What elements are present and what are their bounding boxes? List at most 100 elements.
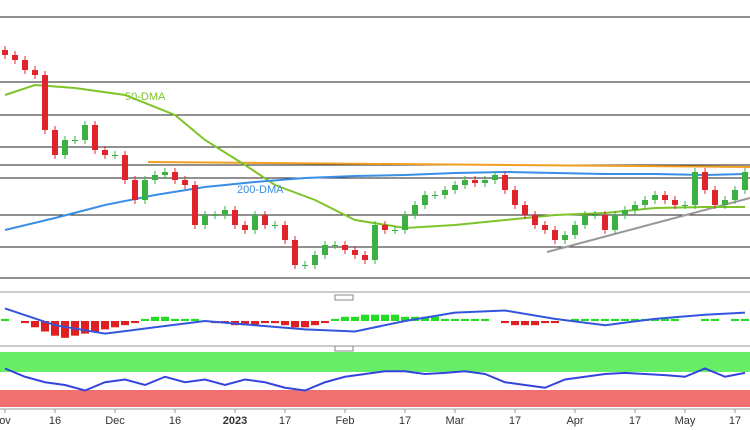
x-tick-label: 2023 (223, 415, 247, 427)
histogram-bar (141, 318, 149, 321)
candle-body (52, 130, 58, 155)
histogram-bar (521, 321, 529, 326)
histogram-bar (501, 321, 509, 324)
candle-body (632, 205, 638, 210)
candle-body (712, 190, 718, 205)
histogram-bar (531, 321, 539, 326)
histogram-bar (361, 314, 369, 321)
histogram-bar (151, 316, 159, 321)
candle-body (82, 125, 88, 140)
x-tick-label: 17 (729, 415, 741, 427)
candle-body (452, 185, 458, 190)
candle-body (402, 215, 408, 230)
histogram-bar (31, 321, 39, 328)
histogram-bar (41, 321, 49, 332)
histogram-bar (281, 321, 289, 326)
histogram-bar (421, 316, 429, 321)
candle-body (612, 215, 618, 230)
histogram-bar (321, 321, 329, 324)
histogram-bar (481, 318, 489, 321)
candle-body (72, 140, 78, 141)
panel-handle[interactable] (334, 294, 354, 301)
candle-body (42, 75, 48, 130)
histogram-bar (741, 318, 749, 321)
histogram-bar (241, 321, 249, 326)
histogram-bar (131, 321, 139, 324)
candle-body (472, 180, 478, 183)
candle-body (742, 172, 748, 190)
histogram-bar (251, 321, 259, 326)
histogram-bar (61, 321, 69, 338)
histogram-bar (1, 318, 9, 321)
histogram-bar (451, 318, 459, 321)
candle-body (102, 150, 108, 155)
candle-body (732, 190, 738, 200)
candle-body (512, 190, 518, 205)
histogram-bar (551, 321, 559, 324)
x-tick-label: Dec (105, 415, 125, 427)
histogram-bar (711, 318, 719, 321)
histogram-bar (331, 318, 339, 321)
candle-body (412, 205, 418, 215)
candle-body (432, 195, 438, 196)
candle-body (132, 180, 138, 200)
histogram-bar (381, 314, 389, 321)
histogram-bar (351, 316, 359, 321)
candle-body (362, 255, 368, 260)
candle-body (722, 200, 728, 205)
candle-body (482, 180, 488, 183)
histogram-bar (431, 316, 439, 321)
candle-body (602, 215, 608, 230)
histogram-bar (511, 321, 519, 326)
candle-body (522, 205, 528, 215)
x-tick-label: 16 (169, 415, 181, 427)
candle-body (62, 140, 68, 155)
resistance-line (147, 161, 750, 168)
histogram-bar (401, 316, 409, 321)
histogram-bar (101, 321, 109, 330)
candle-body (672, 200, 678, 205)
candle-body (22, 60, 28, 70)
histogram-bar (731, 318, 739, 321)
x-tick-label: Apr (566, 415, 583, 427)
candle-body (242, 225, 248, 230)
candle-body (392, 230, 398, 231)
histogram-bar (51, 321, 59, 336)
candle-body (462, 180, 468, 185)
x-tick-label: 17 (399, 415, 411, 427)
series-label: 50-DMA (125, 91, 166, 103)
candle-body (502, 175, 508, 190)
histogram-bar (121, 321, 129, 326)
candle-body (352, 250, 358, 255)
candle-body (182, 180, 188, 185)
candle-body (162, 172, 168, 175)
candle-body (492, 175, 498, 180)
histogram-bar (191, 318, 199, 321)
moving-average (4, 170, 746, 231)
x-tick-label: ov (0, 415, 11, 427)
histogram-bar (341, 316, 349, 321)
rsi-line (4, 367, 746, 392)
histogram-bar (291, 321, 299, 328)
histogram-bar (171, 318, 179, 321)
candle-body (662, 195, 668, 200)
candle-body (152, 175, 158, 180)
panel-handle[interactable] (334, 345, 354, 352)
x-tick-label: May (675, 415, 696, 427)
candle-body (292, 240, 298, 265)
candle-body (332, 245, 338, 246)
candle-body (92, 125, 98, 150)
candle-body (702, 172, 708, 190)
x-tick-label: Feb (336, 415, 355, 427)
candle-body (582, 215, 588, 225)
histogram-bar (181, 318, 189, 321)
histogram-bar (671, 318, 679, 321)
candle-body (592, 215, 598, 216)
candle-body (312, 255, 318, 265)
candle-body (202, 215, 208, 225)
histogram-bar (21, 321, 29, 324)
histogram-bar (301, 321, 309, 328)
candle-body (192, 185, 198, 225)
candle-body (532, 215, 538, 225)
